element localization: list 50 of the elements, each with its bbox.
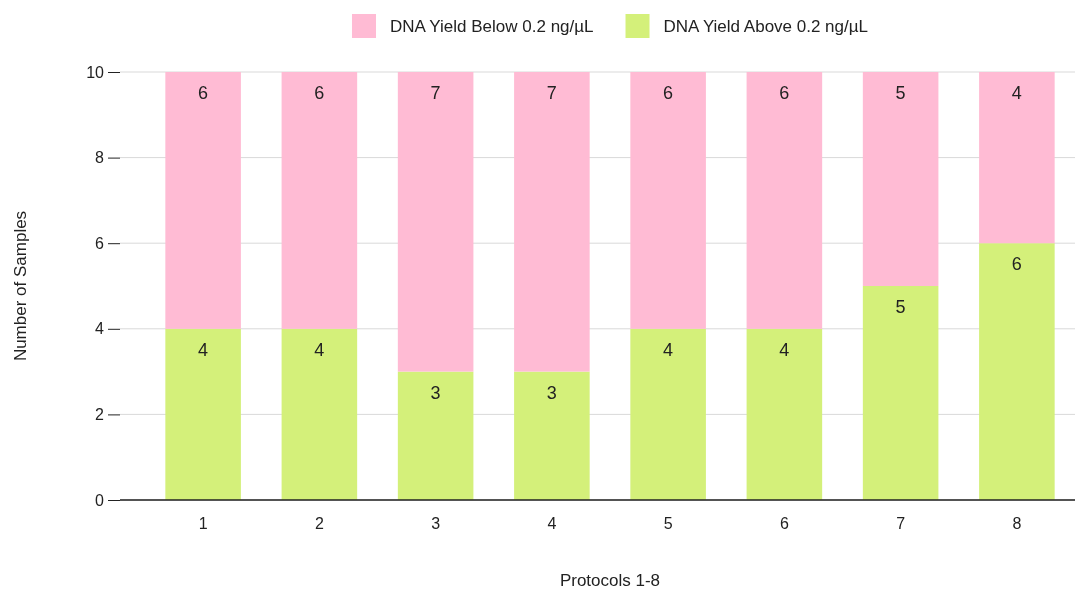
bar <box>862 286 939 500</box>
legend-label: DNA Yield Above 0.2 ng/µL <box>663 17 869 36</box>
data-label: 6 <box>663 83 674 103</box>
x-tick-label: 3 <box>431 514 441 532</box>
y-tick-label: 8 <box>95 149 105 167</box>
data-label: 6 <box>1011 254 1022 275</box>
data-label: 6 <box>198 83 209 103</box>
x-tick-label: 7 <box>896 514 906 532</box>
y-tick-label: 2 <box>95 406 105 424</box>
data-label: 6 <box>779 83 790 103</box>
bar <box>281 72 358 329</box>
x-tick-label: 2 <box>314 514 324 532</box>
bar <box>514 72 590 372</box>
data-label: 4 <box>1011 83 1022 103</box>
y-tick-label: 6 <box>95 234 105 252</box>
data-label: 4 <box>663 339 674 360</box>
bar <box>979 72 1055 244</box>
y-tick-label: 0 <box>95 491 105 509</box>
bar <box>630 72 706 329</box>
data-label: 5 <box>895 297 906 317</box>
bar <box>397 72 474 372</box>
data-label: 3 <box>546 382 557 403</box>
bar <box>397 371 474 500</box>
bar <box>514 371 590 500</box>
bar <box>165 72 241 329</box>
bar <box>979 243 1055 500</box>
x-tick-label: 5 <box>663 514 673 532</box>
y-tick-label: 4 <box>95 320 105 338</box>
bar <box>746 72 823 329</box>
data-label: 5 <box>895 83 906 103</box>
x-tick-label: 4 <box>547 514 557 532</box>
data-label: 4 <box>314 339 325 360</box>
bar <box>862 72 939 286</box>
y-tick-label: 10 <box>86 63 105 81</box>
x-tick-label: 1 <box>198 514 208 532</box>
bar <box>281 328 358 500</box>
data-label: 4 <box>198 339 209 360</box>
data-label: 6 <box>314 83 325 103</box>
x-tick-label: 6 <box>779 514 789 532</box>
bar <box>630 328 706 500</box>
data-label: 3 <box>430 382 441 403</box>
bar <box>165 328 241 500</box>
bar <box>746 328 823 500</box>
x-axis-title: Protocols 1-8 <box>559 571 661 590</box>
x-tick-label: 8 <box>1012 514 1022 532</box>
data-label: 7 <box>430 83 441 103</box>
data-label: 4 <box>779 339 790 360</box>
legend-label: DNA Yield Below 0.2 ng/µL <box>389 17 594 36</box>
y-axis-title: Number of Samples <box>11 210 30 362</box>
data-label: 7 <box>546 83 557 103</box>
